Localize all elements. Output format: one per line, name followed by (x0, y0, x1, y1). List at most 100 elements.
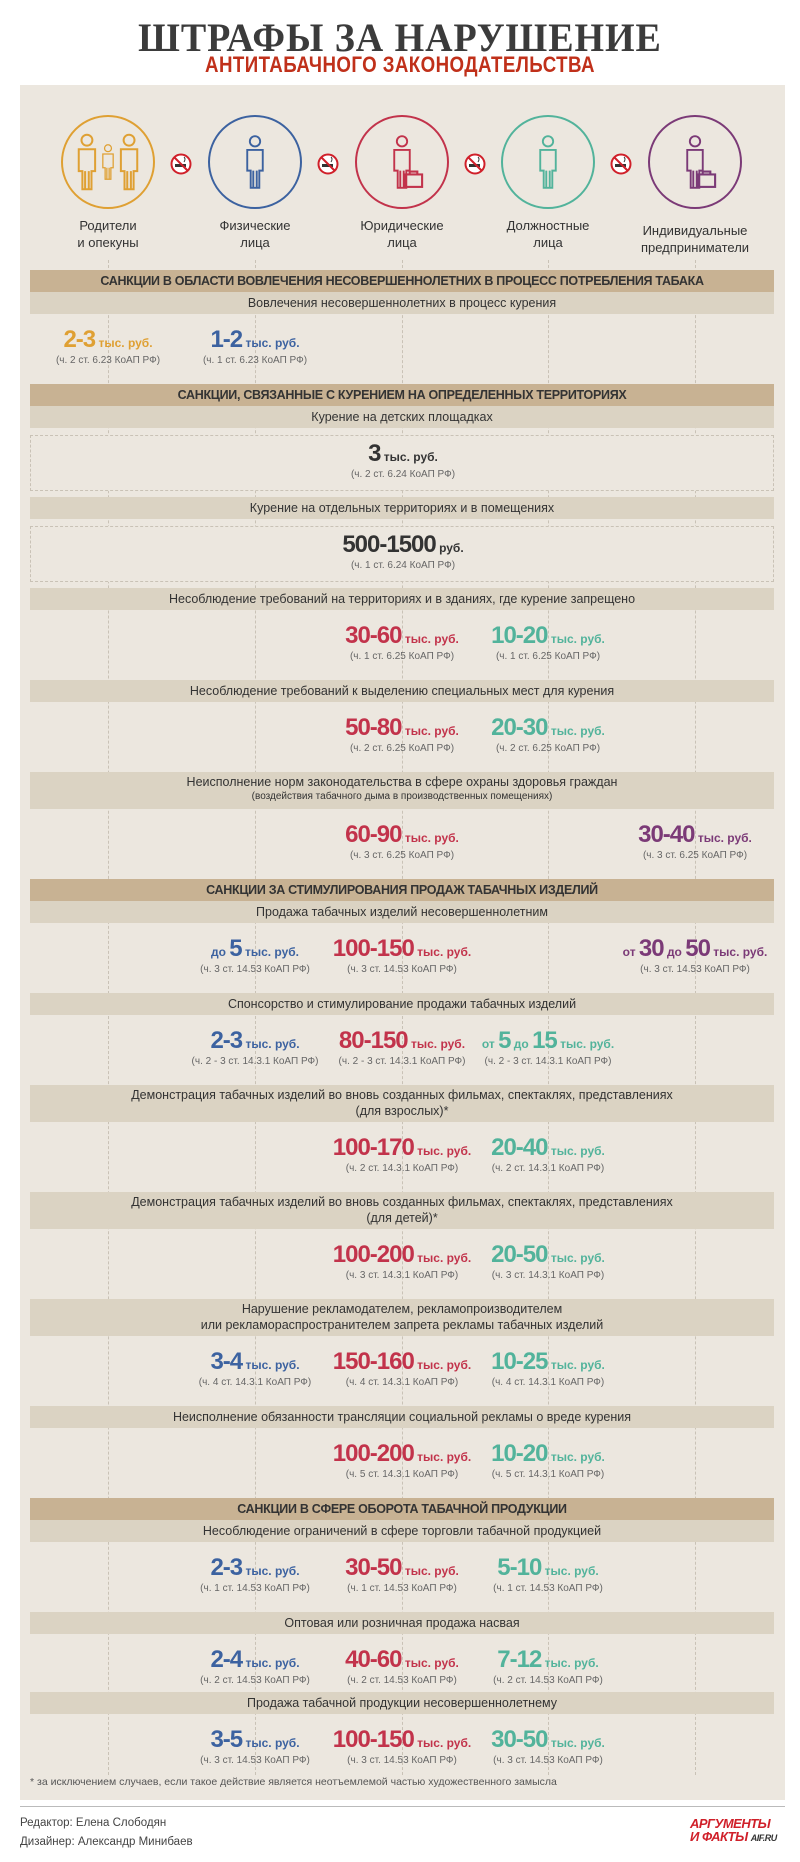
legal-citation: (ч. 2 - 3 ст. 14.3.1 КоАП РФ) (338, 1056, 466, 1067)
fine-unit: тыс. руб. (413, 1450, 472, 1464)
violation-title: Продажа табачной продукции несовершеннол… (30, 1692, 774, 1714)
category-label-line: предприниматели (640, 240, 750, 255)
violation-title: Несоблюдение ограничений в сфере торговл… (30, 1520, 774, 1542)
fine-value: 60-90 (345, 821, 402, 848)
legal-citation: (ч. 2 ст. 14.3.1 КоАП РФ) (345, 1163, 459, 1174)
fine-value: 150-160 (332, 1348, 415, 1375)
legal-citation: (ч. 4 ст. 14.3.1 КоАП РФ) (345, 1377, 459, 1388)
fine-amount-block: 500-1500 руб. (ч. 1 ст. 6.24 КоАП РФ) (323, 531, 483, 571)
legal-citation: (ч. 1 ст. 6.23 КоАП РФ) (202, 355, 308, 366)
fine-amount-block: 30-40 тыс. руб. (ч. 3 ст. 6.25 КоАП РФ) (615, 821, 775, 861)
fine-unit: тыс. руб. (556, 1037, 615, 1051)
fine-amount: 100-150 тыс. руб. (322, 1726, 482, 1754)
fine-unit: тыс. руб. (413, 1144, 472, 1158)
fine-amount-block: 80-150 тыс. руб. (ч. 2 - 3 ст. 14.3.1 КоА… (322, 1027, 482, 1067)
fine-amount: 10-20 тыс. руб. (468, 622, 628, 650)
violation-title-line: (для взрослых)* (355, 1104, 449, 1118)
fine-amount: 10-25 тыс. руб. (468, 1348, 628, 1376)
fine-value: 500-1500 (342, 531, 436, 558)
category-circle-1 (61, 115, 155, 209)
fine-amount-block: 30-60 тыс. руб. (ч. 1 ст. 6.25 КоАП РФ) (322, 622, 482, 662)
fine-unit: тыс. руб. (241, 945, 300, 959)
fine-unit: тыс. руб. (413, 1736, 472, 1750)
violation-title-line: Демонстрация табачных изделий во вновь с… (131, 1195, 673, 1209)
logo-text: И ФАКТЫ (690, 1829, 748, 1844)
fine-value: 30-40 (638, 821, 695, 848)
fines-row: 100-200 тыс. руб. (ч. 5 ст. 14.3.1 КоАП Р… (30, 1428, 774, 1498)
fine-value: 20-50 (491, 1241, 548, 1268)
violation-title: Демонстрация табачных изделий во вновь с… (30, 1085, 774, 1122)
fine-value: 100-170 (332, 1134, 415, 1161)
category-label: Индивидуальные предприниматели (620, 222, 770, 256)
fine-value: 100-200 (332, 1440, 415, 1467)
page-subtitle: АНТИТАБАЧНОГО ЗАКОНОДАТЕЛЬСТВА (205, 52, 595, 77)
fine-unit: до (510, 1037, 533, 1051)
category-label-line: Физические (219, 218, 291, 233)
section-header: САНКЦИИ, СВЯЗАННЫЕ С КУРЕНИЕМ НА ОПРЕДЕЛ… (30, 384, 774, 406)
fine-amount: 30-60 тыс. руб. (322, 622, 482, 650)
fine-amount-block: 10-20 тыс. руб. (ч. 1 ст. 6.25 КоАП РФ) (468, 622, 628, 662)
fine-amount: 20-50 тыс. руб. (468, 1241, 628, 1269)
category-label: Родители и опекуны (33, 217, 183, 251)
legal-citation: (ч. 4 ст. 14.3.1 КоАП РФ) (491, 1377, 605, 1388)
fine-unit: тыс. руб. (541, 1656, 599, 1670)
legal-citation: (ч. 2 ст. 6.25 КоАП РФ) (349, 743, 455, 754)
violation-title-line: Демонстрация табачных изделий во вновь с… (131, 1088, 673, 1102)
column-guide-line (548, 260, 549, 1775)
fine-value: 5 (229, 935, 242, 962)
fines-row: 2-3 тыс. руб. (ч. 2 ст. 6.23 КоАП РФ) 1-2 … (30, 314, 774, 384)
fines-row: 3-5 тыс. руб. (ч. 3 ст. 14.53 КоАП РФ) 100… (30, 1714, 774, 1784)
fine-amount: 10-20 тыс. руб. (468, 1440, 628, 1468)
legal-citation: (ч. 2 ст. 6.25 КоАП РФ) (495, 743, 601, 754)
fine-value: 7-12 (497, 1646, 542, 1673)
fine-amount-block: 60-90 тыс. руб. (ч. 3 ст. 6.25 КоАП РФ) (322, 821, 482, 861)
fine-amount: 20-30 тыс. руб. (468, 714, 628, 742)
fines-row: 100-170 тыс. руб. (ч. 2 ст. 14.3.1 КоАП Р… (30, 1122, 774, 1192)
fine-amount: 80-150 тыс. руб. (322, 1027, 482, 1055)
fine-value: 20-30 (491, 714, 548, 741)
fine-box: 3 тыс. руб. (ч. 2 ст. 6.24 КоАП РФ) (30, 435, 774, 491)
violation-title-line: Нарушение рекламодателем, рекламопроизво… (241, 1302, 563, 1316)
fine-amount-block: 40-60 тыс. руб. (ч. 2 ст. 14.53 КоАП РФ) (322, 1646, 482, 1686)
fine-amount: 40-60 тыс. руб. (322, 1646, 482, 1674)
fine-unit: тыс. руб. (547, 632, 605, 646)
fine-amount-block: 100-200 тыс. руб. (ч. 3 ст. 14.3.1 КоАП Р… (322, 1241, 482, 1281)
legal-citation: (ч. 3 ст. 14.53 КоАП РФ) (493, 1755, 603, 1766)
legal-citation: (ч. 2 - 3 ст. 14.3.1 КоАП РФ) (191, 1056, 319, 1067)
fine-unit: тыс. руб. (413, 1358, 472, 1372)
fine-unit: тыс. руб. (401, 1656, 459, 1670)
category-circle-2 (208, 115, 302, 209)
category-label-line: Должностные (506, 218, 590, 233)
legal-citation: (ч. 3 ст. 6.25 КоАП РФ) (642, 850, 748, 861)
violation-title: Несоблюдение требований к выделению спец… (30, 680, 774, 702)
legal-citation: (ч. 3 ст. 14.3.1 КоАП РФ) (491, 1270, 605, 1281)
fine-value: 2-3 (63, 326, 96, 353)
fine-value: 10-25 (491, 1348, 548, 1375)
fine-unit: тыс. руб. (694, 831, 752, 845)
fine-value: 30-60 (345, 622, 402, 649)
category-label-line: Юридические (360, 218, 444, 233)
fine-value: 40-60 (345, 1646, 402, 1673)
fine-amount-block: 20-50 тыс. руб. (ч. 3 ст. 14.3.1 КоАП РФ) (468, 1241, 628, 1281)
fine-unit: до (210, 945, 230, 959)
category-circle-4 (501, 115, 595, 209)
legal-citation: (ч. 2 ст. 14.53 КоАП РФ) (493, 1675, 603, 1686)
fine-value: 80-150 (338, 1027, 409, 1054)
fine-amount-block: 20-30 тыс. руб. (ч. 2 ст. 6.25 КоАП РФ) (468, 714, 628, 754)
category-label: Физические лица (180, 217, 330, 251)
violation-title: Курение на отдельных территориях и в пом… (30, 497, 774, 519)
fine-value: 30-50 (345, 1554, 402, 1581)
fine-amount: 20-40 тыс. руб. (468, 1134, 628, 1162)
fine-value: 3-5 (210, 1726, 243, 1753)
fine-amount: 7-12 тыс. руб. (468, 1646, 628, 1674)
fine-amount: 5-10 тыс. руб. (468, 1554, 628, 1582)
fine-amount-block: 50-80 тыс. руб. (ч. 2 ст. 6.25 КоАП РФ) (322, 714, 482, 754)
fine-unit: тыс. руб. (242, 336, 300, 350)
fines-row: 100-200 тыс. руб. (ч. 3 ст. 14.3.1 КоАП Р… (30, 1229, 774, 1299)
fine-amount: 2-4 тыс. руб. (175, 1646, 335, 1674)
legal-citation: (ч. 3 ст. 14.3.1 КоАП РФ) (345, 1270, 459, 1281)
fine-amount-block: 7-12 тыс. руб. (ч. 2 ст. 14.53 КоАП РФ) (468, 1646, 628, 1686)
legal-citation: (ч. 2 ст. 14.53 КоАП РФ) (200, 1675, 310, 1686)
fine-amount-block: 150-160 тыс. руб. (ч. 4 ст. 14.3.1 КоАП Р… (322, 1348, 482, 1388)
fine-unit: тыс. руб. (407, 1037, 466, 1051)
